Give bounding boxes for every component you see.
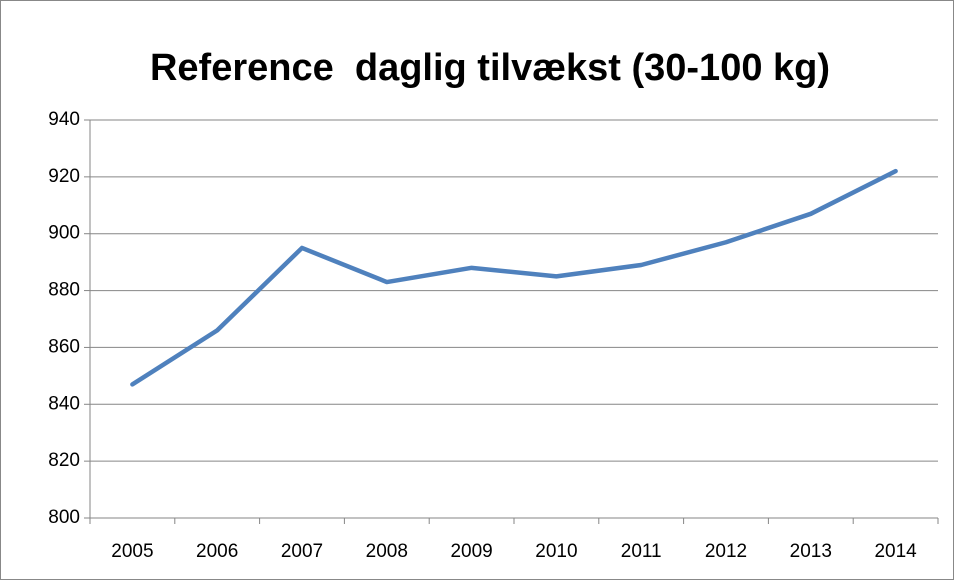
y-tick-label: 800 xyxy=(48,507,80,528)
y-tick-label: 880 xyxy=(48,280,80,301)
chart-title: Reference daglig tilvækst (30-100 kg) xyxy=(150,47,830,89)
y-tick-label: 920 xyxy=(48,166,80,187)
y-tick-label: 860 xyxy=(48,336,80,357)
x-tick-label: 2007 xyxy=(281,541,323,562)
x-tick-label: 2013 xyxy=(790,541,832,562)
line-series xyxy=(130,168,898,387)
x-tick-label: 2005 xyxy=(111,541,153,562)
x-tick-label: 2014 xyxy=(874,541,917,562)
x-tick-label: 2011 xyxy=(621,541,662,562)
x-tick-label: 2010 xyxy=(535,541,577,562)
x-tick-label: 2006 xyxy=(196,541,238,562)
x-tick-label: 2012 xyxy=(705,541,747,562)
y-tick-label: 820 xyxy=(48,450,80,471)
y-tick-label: 840 xyxy=(48,393,80,414)
y-tick-label: 940 xyxy=(48,109,80,130)
x-tick-label: 2008 xyxy=(366,541,408,562)
x-tick-label: 2009 xyxy=(450,541,492,562)
y-tick-label: 900 xyxy=(48,223,80,244)
